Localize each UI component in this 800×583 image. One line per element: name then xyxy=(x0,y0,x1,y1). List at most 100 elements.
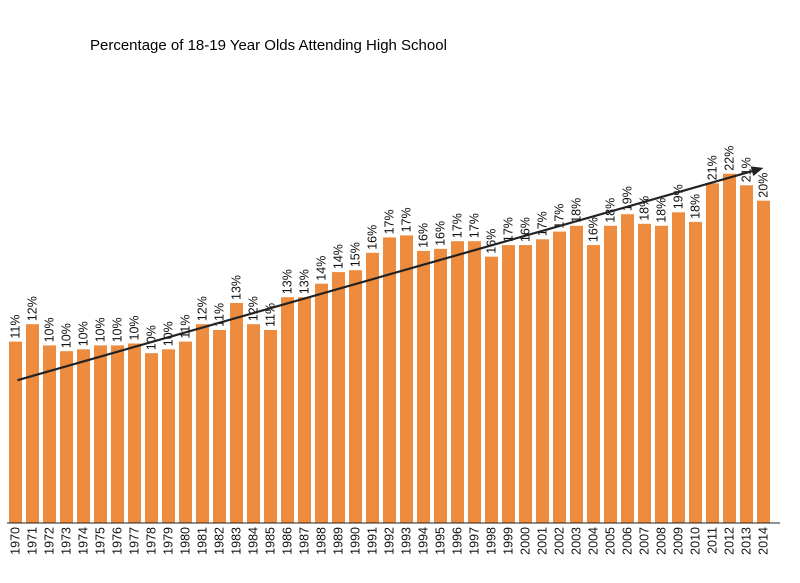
x-tick-2012: 2012 xyxy=(723,527,737,555)
value-label-1972: 10% xyxy=(43,317,57,342)
x-tick-2001: 2001 xyxy=(536,527,550,555)
bar-2007 xyxy=(638,223,651,524)
bar-1980 xyxy=(179,341,192,523)
x-tick-2011: 2011 xyxy=(706,527,720,554)
chart-title: Percentage of 18-19 Year Olds Attending … xyxy=(90,37,447,54)
x-tick-1980: 1980 xyxy=(179,527,193,555)
x-tick-2009: 2009 xyxy=(672,527,686,555)
bar-1984 xyxy=(247,324,260,523)
x-tick-1989: 1989 xyxy=(332,527,346,555)
bar-1996 xyxy=(451,241,464,523)
x-tick-1996: 1996 xyxy=(451,527,465,555)
bars-group xyxy=(9,173,770,524)
value-label-1995: 16% xyxy=(434,221,448,246)
value-label-1978: 10% xyxy=(145,325,159,350)
bar-1971 xyxy=(26,324,39,523)
bar-1979 xyxy=(162,349,175,523)
bar-1991 xyxy=(366,252,379,524)
bar-1981 xyxy=(196,324,209,523)
x-tick-1995: 1995 xyxy=(434,527,448,555)
x-tick-2000: 2000 xyxy=(519,527,533,555)
value-label-1989: 14% xyxy=(332,244,346,269)
bar-2013 xyxy=(740,185,753,524)
x-tick-2004: 2004 xyxy=(587,527,601,555)
bar-1995 xyxy=(434,248,447,523)
bar-2009 xyxy=(672,212,685,524)
value-label-1992: 17% xyxy=(383,209,397,234)
bar-2001 xyxy=(536,239,549,524)
value-label-2005: 18% xyxy=(604,198,618,223)
trend-line xyxy=(17,170,753,382)
value-label-1981: 12% xyxy=(196,296,210,321)
bar-1985 xyxy=(264,330,277,523)
bar-2008 xyxy=(655,225,668,524)
bar-1992 xyxy=(383,237,396,523)
x-tick-2005: 2005 xyxy=(604,527,618,555)
bar-2014 xyxy=(757,200,770,523)
value-label-2011: 21% xyxy=(706,155,720,180)
value-label-2010: 18% xyxy=(689,194,703,219)
x-tick-1974: 1974 xyxy=(77,527,91,555)
value-label-1996: 17% xyxy=(451,213,465,238)
x-tick-1985: 1985 xyxy=(264,527,278,555)
x-tick-1981: 1981 xyxy=(196,527,210,555)
x-tick-1977: 1977 xyxy=(128,527,142,555)
bar-2000 xyxy=(519,245,532,523)
bar-1987 xyxy=(298,297,311,523)
value-label-1977: 10% xyxy=(128,315,142,340)
x-tick-2003: 2003 xyxy=(570,527,584,555)
x-tick-1973: 1973 xyxy=(60,527,74,555)
bar-1986 xyxy=(281,297,294,523)
value-label-1980: 11% xyxy=(179,315,193,339)
x-tick-1990: 1990 xyxy=(349,527,363,555)
bar-1976 xyxy=(111,345,124,523)
x-tick-1998: 1998 xyxy=(485,527,499,555)
bar-2004 xyxy=(587,245,600,523)
x-tick-1972: 1972 xyxy=(43,527,57,555)
x-tick-1976: 1976 xyxy=(111,527,125,555)
x-tick-1993: 1993 xyxy=(400,527,414,555)
value-label-1990: 15% xyxy=(349,242,363,267)
value-label-1999: 17% xyxy=(502,217,516,242)
value-label-1988: 14% xyxy=(315,256,329,281)
x-tick-1988: 1988 xyxy=(315,527,329,555)
x-tick-2010: 2010 xyxy=(689,527,703,555)
bar-2002 xyxy=(553,231,566,523)
x-tick-1971: 1971 xyxy=(26,527,40,555)
value-label-1986: 13% xyxy=(281,269,295,294)
bar-1975 xyxy=(94,345,107,523)
value-label-1979: 10% xyxy=(162,321,176,346)
bar-1970 xyxy=(9,341,22,523)
x-tick-2013: 2013 xyxy=(740,527,754,555)
value-label-1987: 13% xyxy=(298,269,312,294)
value-label-2013: 21% xyxy=(740,157,754,182)
x-tick-1994: 1994 xyxy=(417,527,431,555)
bar-2011 xyxy=(706,183,719,524)
x-tick-1991: 1991 xyxy=(366,527,380,555)
x-tick-1999: 1999 xyxy=(502,527,516,555)
bar-1988 xyxy=(315,283,328,523)
bar-1994 xyxy=(417,250,430,523)
x-tick-2007: 2007 xyxy=(638,527,652,555)
x-tick-2008: 2008 xyxy=(655,527,669,555)
value-label-1994: 16% xyxy=(417,223,431,248)
x-ticks-group: 1970 1971 1972 1973 1974 1975 1976 1977 1978 1979… xyxy=(9,527,771,555)
value-label-1973: 10% xyxy=(60,323,74,348)
x-tick-1997: 1997 xyxy=(468,527,482,555)
value-label-1984: 12% xyxy=(247,296,261,321)
bar-2010 xyxy=(689,221,702,523)
bar-1977 xyxy=(128,343,141,523)
value-label-1975: 10% xyxy=(94,317,108,342)
bar-1993 xyxy=(400,235,413,523)
x-tick-1987: 1987 xyxy=(298,527,312,555)
x-tick-2014: 2014 xyxy=(757,527,771,555)
bar-2012 xyxy=(723,173,736,523)
value-label-2014: 20% xyxy=(757,173,771,198)
x-tick-1983: 1983 xyxy=(230,527,244,555)
value-label-1997: 17% xyxy=(468,213,482,238)
bar-2003 xyxy=(570,225,583,524)
value-label-1998: 16% xyxy=(485,229,499,254)
bar-1999 xyxy=(502,245,515,523)
value-label-1983: 13% xyxy=(230,275,244,300)
